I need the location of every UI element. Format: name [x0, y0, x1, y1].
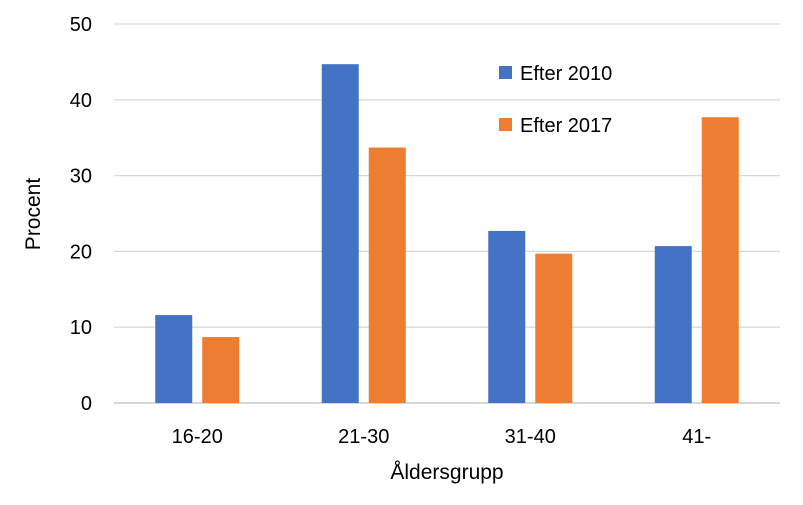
x-tick-label: 21-30 — [338, 426, 389, 448]
legend-label: Efter 2010 — [520, 63, 612, 85]
y-tick-labels: 0 10 20 30 40 50 — [70, 14, 92, 415]
bar-efter-2010 — [654, 246, 692, 403]
y-tick-label: 40 — [70, 90, 92, 112]
y-tick-label: 0 — [81, 393, 92, 415]
y-tick-label: 10 — [70, 317, 92, 339]
bar-efter-2010 — [321, 64, 359, 403]
bars — [155, 64, 739, 403]
y-axis-title: Procent — [22, 178, 45, 251]
y-tick-label: 20 — [70, 241, 92, 263]
bar-efter-2010 — [488, 230, 526, 403]
bar-efter-2017 — [701, 117, 739, 403]
y-tick-label: 30 — [70, 166, 92, 188]
bar-efter-2017 — [535, 253, 573, 403]
x-tick-label: 31-40 — [505, 426, 556, 448]
y-tick-label: 50 — [70, 14, 92, 36]
x-axis-title: Åldersgrupp — [390, 461, 503, 484]
legend-swatch — [499, 118, 512, 131]
legend-label: Efter 2017 — [520, 115, 612, 137]
legend: Efter 2010 Efter 2017 — [499, 63, 612, 137]
bar-efter-2017 — [202, 337, 240, 403]
x-tick-label: 16-20 — [172, 426, 223, 448]
bar-efter-2017 — [368, 147, 406, 403]
legend-swatch — [499, 66, 512, 79]
x-tick-label: 41- — [682, 426, 711, 448]
bar-efter-2010 — [155, 315, 193, 403]
x-tick-labels: 16-20 21-30 31-40 41- — [172, 426, 712, 448]
